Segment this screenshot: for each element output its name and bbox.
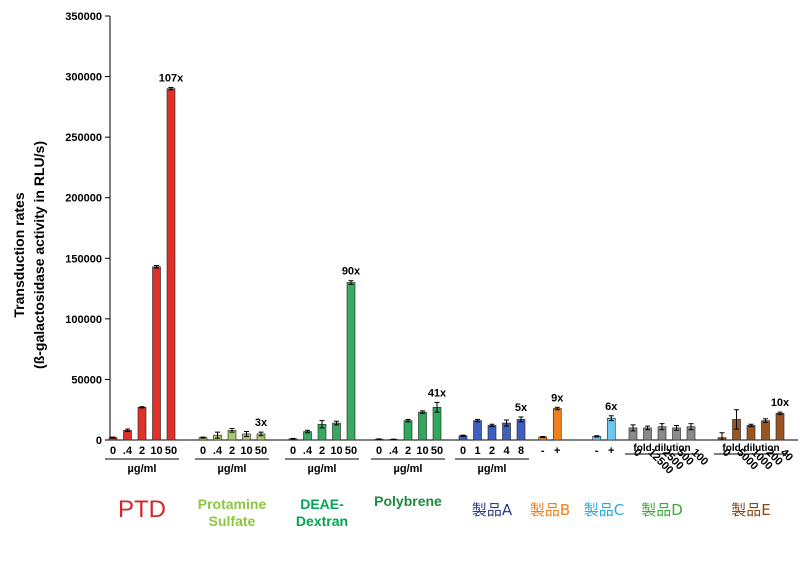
fold-change-annotation: 5x xyxy=(515,402,528,414)
fold-change-annotation: 90x xyxy=(342,266,361,278)
bar xyxy=(552,408,562,441)
x-tick-label: 2 xyxy=(139,445,145,457)
x-tick-label: 2 xyxy=(489,445,495,457)
x-tick-label: 0 xyxy=(290,445,296,457)
y-axis: 0 50000 100000 150000 200000 250000 300000 3500… xyxy=(65,11,111,447)
y-tick-label: 150000 xyxy=(65,253,102,265)
bar xyxy=(516,419,526,441)
unit-label: fold dilution xyxy=(633,443,690,454)
x-tick-label: 0 xyxy=(460,445,466,457)
bar xyxy=(152,266,161,441)
y-tick-label: 200000 xyxy=(65,193,102,205)
group-label: DEAE- xyxy=(300,496,344,512)
x-tick-label: 0 xyxy=(376,445,382,457)
bar xyxy=(606,417,616,441)
x-tick-label: 8 xyxy=(518,445,524,457)
x-tick-label: 0 xyxy=(110,445,116,457)
fold-change-annotation: 107x xyxy=(159,72,184,84)
bar xyxy=(746,425,756,441)
unit-label: µg/ml xyxy=(128,463,157,475)
bar xyxy=(346,282,356,441)
x-tick-label: - xyxy=(595,445,599,457)
y-tick-label: 0 xyxy=(96,435,102,447)
bar xyxy=(487,425,497,441)
group-label: 製品C xyxy=(584,501,624,519)
x-tick-label: .4 xyxy=(123,445,133,457)
x-tick-label: 2 xyxy=(229,445,235,457)
x-tick-label: 10 xyxy=(416,445,428,457)
y-axis-label-line1: Transduction rates xyxy=(11,192,27,317)
x-tick-label: 4 xyxy=(503,445,510,457)
x-tick-label: 1 xyxy=(474,445,480,457)
unit-label: µg/ml xyxy=(478,463,507,475)
y-axis-label: Transduction rates (ß-galactosidase acti… xyxy=(11,141,47,369)
bar xyxy=(137,406,147,441)
group-label: 製品B xyxy=(530,501,570,519)
x-tick-label: 2 xyxy=(319,445,325,457)
x-tick-label: 10 xyxy=(150,445,162,457)
fold-change-annotation: 3x xyxy=(255,417,268,429)
x-tick-label: 2 xyxy=(405,445,411,457)
unit-label: µg/ml xyxy=(394,463,423,475)
y-tick-label: 100000 xyxy=(65,314,102,326)
x-tick-label: .4 xyxy=(213,445,223,457)
y-axis-label-line2: (ß-galactosidase activity in RLU/s) xyxy=(31,141,47,369)
fold-change-annotation: 9x xyxy=(551,392,564,404)
x-tick-label: 50 xyxy=(255,445,267,457)
group-label: Polybrene xyxy=(374,493,442,509)
bar xyxy=(473,420,482,441)
x-tick-label: 10 xyxy=(330,445,342,457)
y-tick-label: 300000 xyxy=(65,72,102,84)
x-tick-label: 10 xyxy=(240,445,252,457)
unit-label: fold dilution xyxy=(722,443,779,454)
x-tick-label: 50 xyxy=(431,445,443,457)
bar xyxy=(775,413,785,441)
x-tick-label: 100 xyxy=(689,447,710,468)
x-tick-label: + xyxy=(554,445,560,457)
x-tick-label: 0 xyxy=(200,445,206,457)
bar xyxy=(418,411,427,441)
fold-change-annotation: 10x xyxy=(771,397,790,409)
group-label: 製品E xyxy=(731,501,770,519)
group-label: 製品D xyxy=(641,501,683,519)
group-label: Dextran xyxy=(296,513,348,529)
unit-label: µg/ml xyxy=(218,463,247,475)
group-label: 製品A xyxy=(472,501,513,519)
bar xyxy=(332,422,341,441)
unit-label: µg/ml xyxy=(308,463,337,475)
group-label: Protamine xyxy=(198,496,267,512)
group-label: Sulfate xyxy=(209,513,256,529)
bar xyxy=(761,420,770,441)
fold-change-annotation: 6x xyxy=(605,401,618,413)
x-tick-label: 50 xyxy=(165,445,177,457)
bar xyxy=(166,88,176,441)
x-tick-label: .4 xyxy=(303,445,313,457)
y-tick-label: 350000 xyxy=(65,11,102,23)
x-tick-label: + xyxy=(608,445,614,457)
fold-change-annotation: 41x xyxy=(428,387,447,399)
y-tick-label: 250000 xyxy=(65,132,102,144)
group-label: PTD xyxy=(118,496,166,523)
bar xyxy=(403,420,413,441)
bars xyxy=(108,86,785,441)
y-tick-label: 50000 xyxy=(71,374,102,386)
x-tick-label: - xyxy=(541,445,545,457)
x-tick-label: 50 xyxy=(345,445,357,457)
x-tick-label: .4 xyxy=(389,445,399,457)
